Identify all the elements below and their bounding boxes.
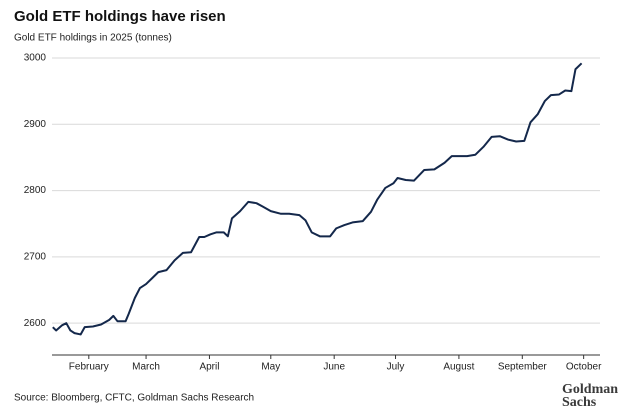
x-tick-label: March <box>132 362 160 373</box>
y-tick-label: 2900 <box>24 119 47 130</box>
x-tick-label: April <box>199 362 219 373</box>
x-tick-label: September <box>498 362 548 373</box>
y-tick-label: 2600 <box>24 318 47 329</box>
data-line <box>52 62 583 336</box>
x-tick-label: February <box>69 362 109 373</box>
y-tick-label: 3000 <box>24 53 47 64</box>
x-tick-label: October <box>566 362 602 373</box>
logo: Sachs <box>562 395 597 410</box>
y-tick-label: 2700 <box>24 252 47 263</box>
x-tick-label: July <box>387 362 405 373</box>
x-tick-label: May <box>261 362 280 373</box>
x-tick-label: June <box>323 362 345 373</box>
x-tick-label: August <box>443 362 474 373</box>
chart-subtitle: Gold ETF holdings in 2025 (tonnes) <box>14 33 172 44</box>
logo: Goldman <box>562 382 618 397</box>
chart-title: Gold ETF holdings have risen <box>14 8 226 25</box>
source: Source: Bloomberg, CFTC, Goldman Sachs R… <box>14 393 254 404</box>
y-tick-label: 2800 <box>24 185 47 196</box>
